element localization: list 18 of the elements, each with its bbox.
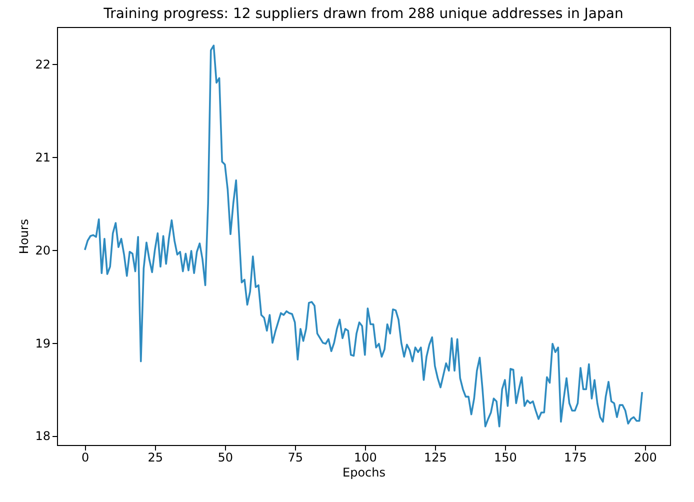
x-tick-label: 75	[288, 450, 304, 464]
x-tick-label: 200	[634, 450, 657, 464]
y-tick-label: 22	[35, 58, 50, 72]
x-tick-label: 50	[218, 450, 234, 464]
x-tick-label: 175	[564, 450, 587, 464]
x-tick-label: 25	[148, 450, 164, 464]
line-series	[84, 44, 644, 428]
x-axis-title: Epochs	[342, 466, 386, 480]
y-tick-label: 19	[35, 336, 50, 350]
y-axis-title: Hours	[17, 218, 32, 254]
chart-title: Training progress: 12 suppliers drawn from 288 unique addresses in Japan	[102, 6, 624, 22]
x-tick-label: 125	[424, 450, 447, 464]
y-tick-label: 18	[35, 429, 50, 444]
x-tick-label: 150	[494, 450, 517, 464]
x-tick-label: 0	[82, 450, 90, 464]
y-tick-label: 21	[35, 150, 50, 165]
y-tick-label: 20	[35, 243, 50, 258]
x-tick-label: 100	[354, 450, 377, 464]
